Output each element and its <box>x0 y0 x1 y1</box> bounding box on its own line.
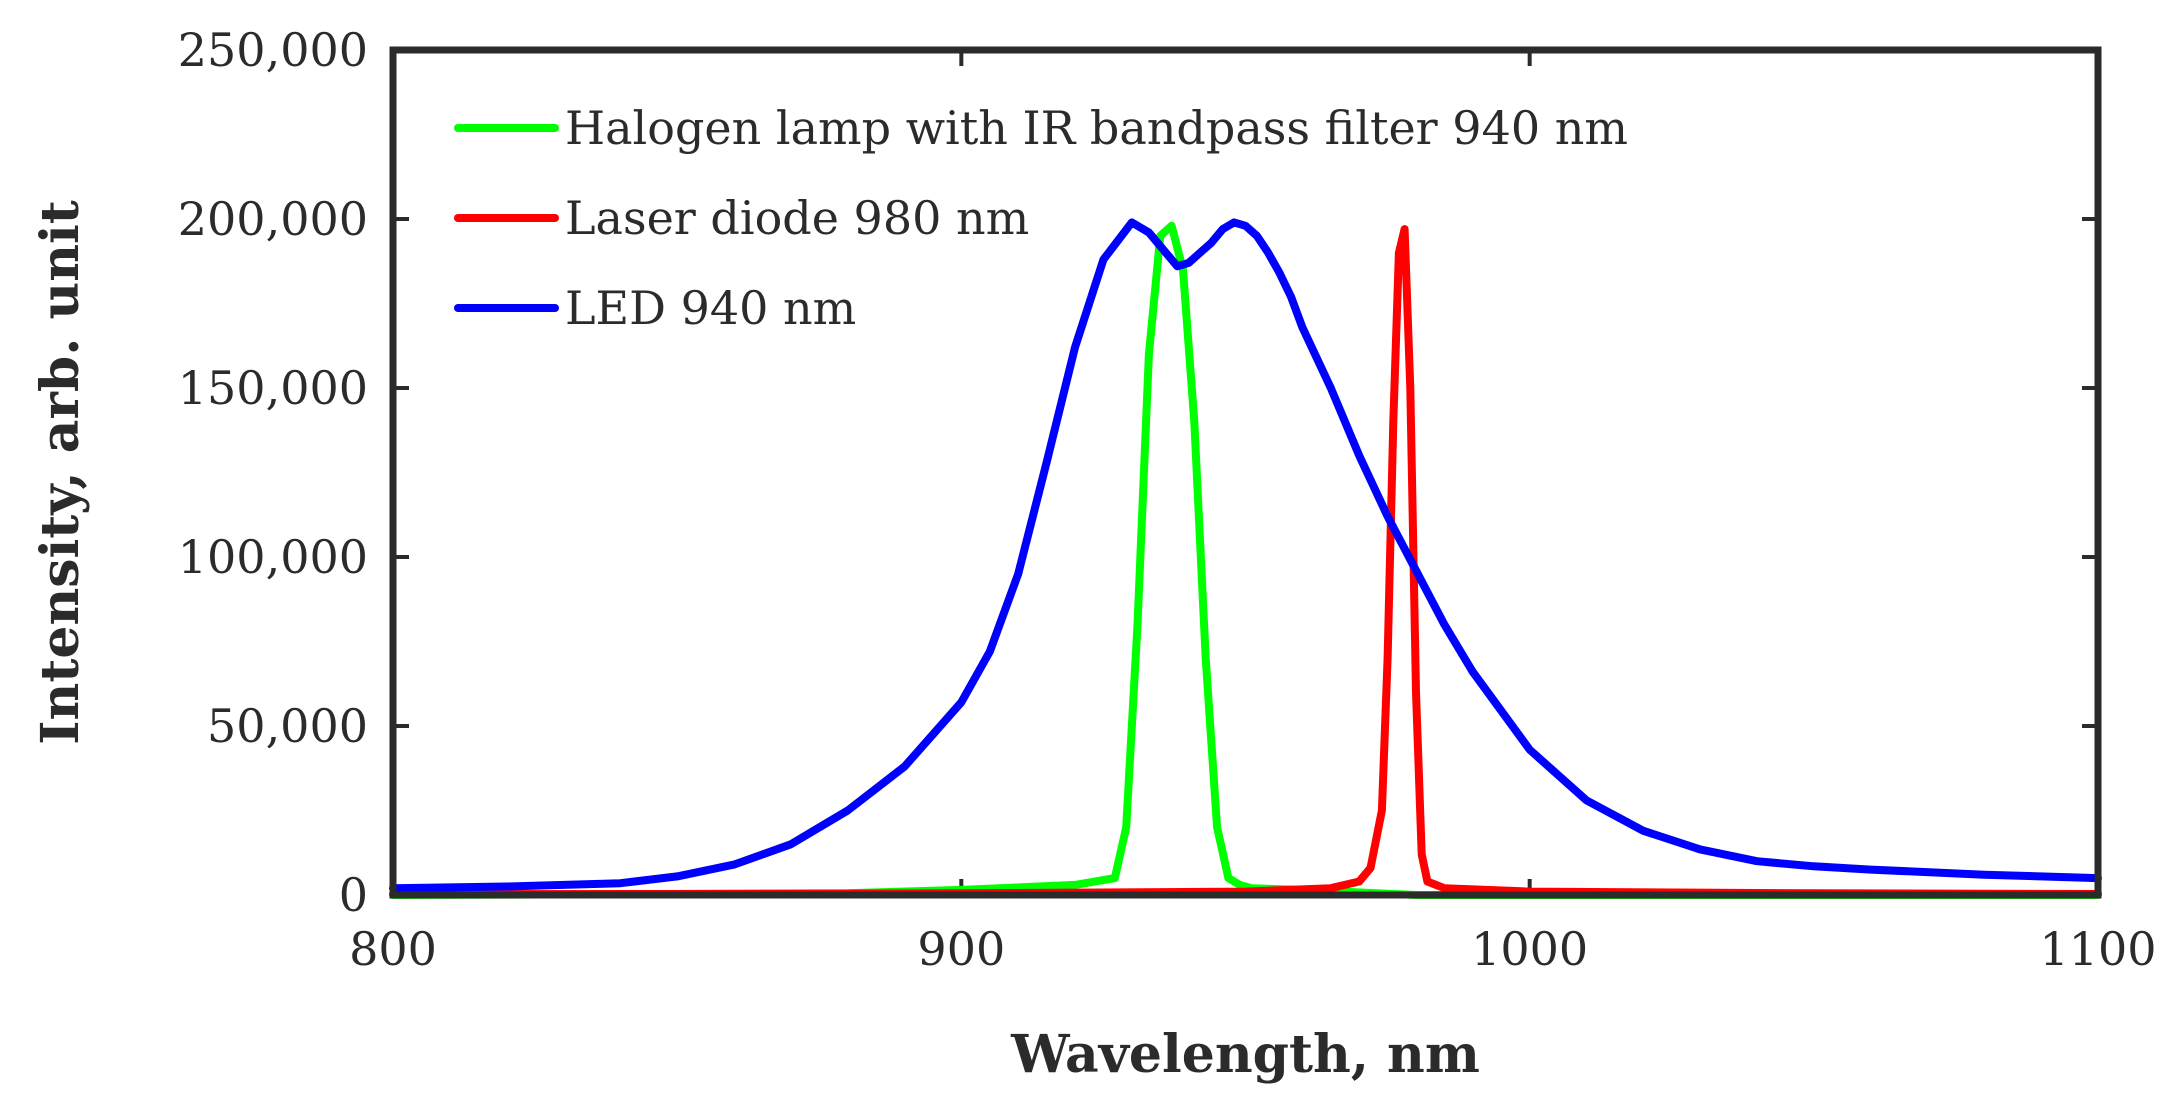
y-tick-label: 200,000 <box>178 192 368 246</box>
legend-label-halogen-lamp-with-ir-bandpass-filter-940-nm: Halogen lamp with IR bandpass filter 940… <box>565 101 1628 155</box>
y-tick-label: 150,000 <box>178 361 368 415</box>
series-lines <box>389 218 2102 899</box>
y-tick-label: 100,000 <box>178 530 368 584</box>
y-tick-label: 0 <box>339 868 368 922</box>
y-tick-label: 50,000 <box>207 699 368 753</box>
x-tick-label: 1000 <box>1471 922 1588 976</box>
series-line-led-940-nm <box>389 218 2102 893</box>
legend-label-laser-diode-980-nm: Laser diode 980 nm <box>565 191 1029 245</box>
x-tick-label: 900 <box>917 922 1005 976</box>
legend: Halogen lamp with IR bandpass filter 940… <box>454 101 1628 335</box>
x-tick-label: 800 <box>349 922 437 976</box>
y-axis-title: Intensity, arb. unit <box>30 200 91 745</box>
y-tick-label: 250,000 <box>178 23 368 77</box>
x-axis-title: Wavelength, nm <box>1010 1024 1480 1085</box>
plot-frame <box>389 46 2102 899</box>
x-tick-label: 1100 <box>2039 922 2156 976</box>
series-line-laser-diode-980-nm <box>389 225 2102 899</box>
legend-label-led-940-nm: LED 940 nm <box>565 281 856 335</box>
axis-tick-labels: 800 900 1000 1100 0 50,000 100,000 150,000 200,0… <box>178 23 2157 976</box>
